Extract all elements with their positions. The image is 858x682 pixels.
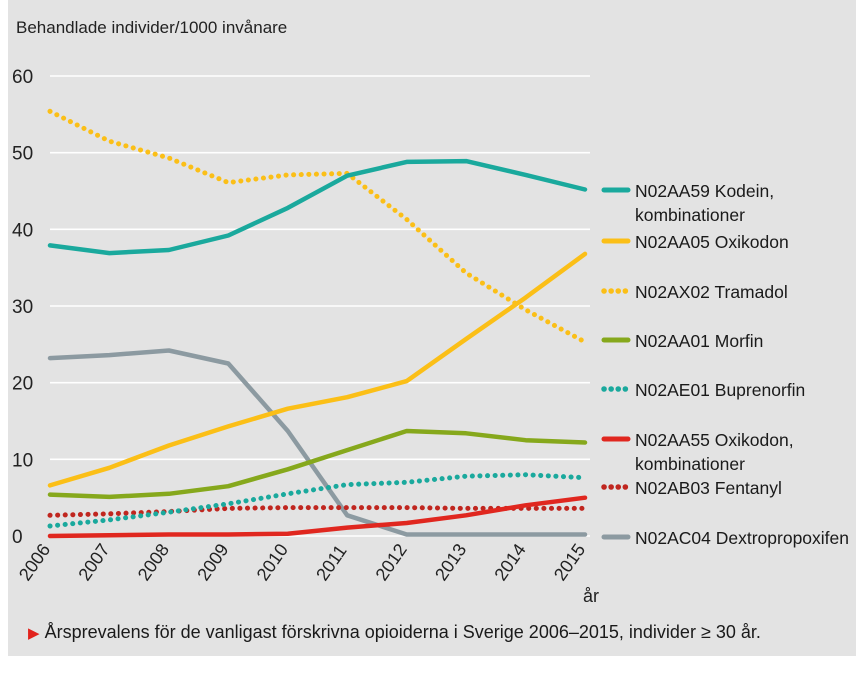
x-axis-label: år bbox=[583, 586, 599, 606]
legend-label: N02AA05 Oxikodon bbox=[635, 232, 789, 252]
y-tick-label: 20 bbox=[12, 374, 33, 395]
x-tick-label: 2011 bbox=[312, 541, 351, 584]
legend-label: N02AA01 Morfin bbox=[635, 331, 763, 351]
y-axis-label: Behandlade individer/1000 invånare bbox=[16, 18, 288, 37]
y-tick-label: 40 bbox=[12, 220, 33, 241]
series-line-n02aa05 bbox=[47, 251, 588, 488]
y-tick-label: 60 bbox=[12, 67, 33, 88]
caption-marker-icon: ▶ bbox=[28, 625, 40, 642]
legend-label: kombinationer bbox=[635, 454, 745, 474]
x-tick-label: 2012 bbox=[372, 540, 411, 584]
legend-label: N02AC04 Dextropropoxifen bbox=[635, 528, 849, 548]
figure-caption: ▶ Årsprevalens för de vanligast förskriv… bbox=[28, 622, 761, 643]
legend-label: N02AX02 Tramadol bbox=[635, 282, 788, 302]
series-line-n02ac04 bbox=[47, 348, 588, 537]
series-line-n02aa55 bbox=[47, 495, 588, 539]
x-tick-label: 2008 bbox=[134, 540, 173, 584]
legend-label: N02AA59 Kodein, bbox=[635, 181, 774, 201]
caption-text: Årsprevalens för de vanligast förskrivna… bbox=[44, 622, 761, 642]
x-tick-label: 2007 bbox=[74, 540, 113, 584]
y-tick-label: 10 bbox=[12, 450, 33, 471]
legend-label: N02AB03 Fentanyl bbox=[635, 478, 782, 498]
x-tick-label: 2015 bbox=[550, 540, 589, 584]
chart-panel: 0 10 20 30 40 50 60 2006 2007 2008 2009 2010 2011 201… bbox=[8, 0, 856, 656]
series-line-n02aa59 bbox=[47, 158, 588, 256]
y-tick-label: 50 bbox=[12, 144, 33, 165]
x-tick-label: 2010 bbox=[253, 540, 292, 584]
legend-label: N02AA55 Oxikodon, bbox=[635, 430, 794, 450]
legend-label: N02AE01 Buprenorfin bbox=[635, 380, 805, 400]
legend-label: kombinationer bbox=[635, 205, 745, 225]
series-line-n02ae01 bbox=[47, 472, 588, 529]
x-tick-label: 2009 bbox=[193, 540, 232, 584]
x-tick-label: 2013 bbox=[431, 540, 470, 584]
x-tick-label: 2014 bbox=[490, 540, 529, 584]
y-tick-label: 0 bbox=[12, 527, 23, 548]
series-line-n02ax02 bbox=[47, 108, 588, 345]
series-line-n02aa01 bbox=[47, 428, 588, 500]
y-tick-label: 30 bbox=[12, 297, 33, 318]
